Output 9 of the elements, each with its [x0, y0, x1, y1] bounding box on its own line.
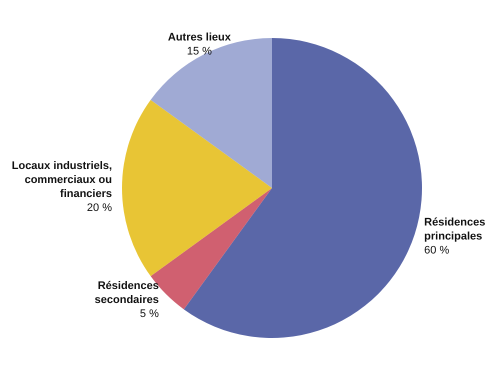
- slice-label: Résidences secondaires: [94, 280, 159, 306]
- data-label: 15 %: [186, 45, 212, 58]
- data-label: 20 %: [86, 202, 112, 214]
- slice-label: Locaux industriels, commerciaux ou financiers: [12, 160, 112, 200]
- data-label: 60 %: [424, 244, 450, 256]
- slice-label: Résidences principales: [424, 216, 486, 242]
- data-label: 5 %: [140, 308, 160, 320]
- slice-label: Autres lieux: [168, 31, 232, 44]
- pie-slice: [122, 100, 272, 276]
